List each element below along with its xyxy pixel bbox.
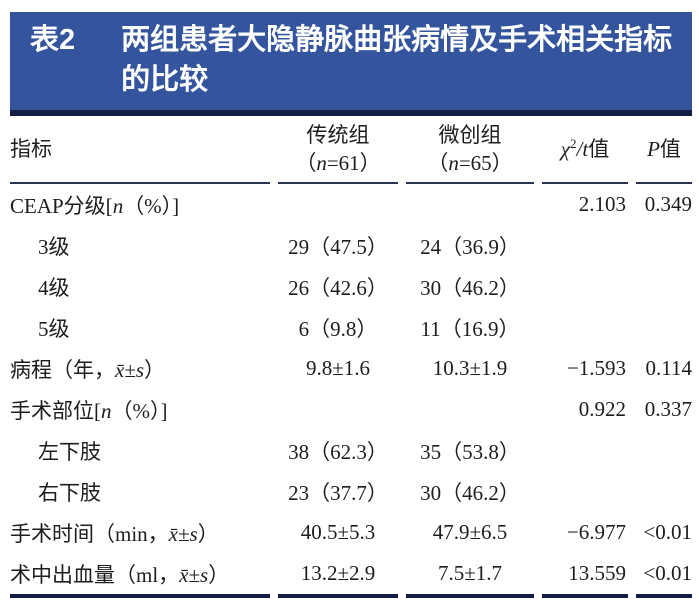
cell-traditional: 38（62.3）: [288, 439, 388, 464]
cell-statistic: [542, 307, 628, 348]
cell-statistic: [542, 430, 628, 471]
cell-statistic: [542, 225, 628, 266]
cell-traditional: 6（9.8）: [298, 316, 378, 341]
cell-minimally-invasive: 30（46.2）: [420, 275, 520, 300]
cell-p-value: 0.114: [645, 356, 692, 380]
cell-statistic: [542, 266, 628, 307]
table-caption-banner: 表2 两组患者大隐静脉曲张病情及手术相关指标 的比较: [10, 12, 692, 116]
col-header-p-value: P值: [636, 116, 692, 184]
row-label: 右下肢: [38, 480, 101, 505]
row-label: CEAP分级[n（%）]: [10, 193, 180, 218]
cell-statistic: 2.103: [578, 192, 626, 216]
cell-statistic: 13.559: [542, 553, 628, 598]
cell-minimally-invasive: 24（36.9）: [420, 234, 520, 259]
cell-traditional: 40.5±5.3: [300, 520, 376, 544]
comparison-table: 指标 传统组 （n=61） 微创组 （n=65） χ2/t值 P值 CE: [2, 116, 699, 598]
table-title-line1: 两组患者大隐静脉曲张病情及手术相关指标: [121, 24, 673, 56]
table-row-right-leg: 右下肢 23（37.7） 30（46.2）: [10, 471, 692, 512]
col-header-chi2-t-value: χ2/t值: [542, 116, 628, 184]
row-label: 手术时间（min，x̄±s）: [10, 521, 219, 546]
row-label: 5级: [38, 316, 70, 341]
cell-statistic: [542, 471, 628, 512]
cell-p-value: [636, 471, 692, 512]
cell-traditional: [278, 389, 398, 430]
table-row-ceap: CEAP分级[n（%）] 2.103 0.349: [10, 184, 692, 225]
cell-p-value: [636, 225, 692, 266]
cell-minimally-invasive: 7.5±1.7: [406, 553, 534, 598]
table-row-surgery-site: 手术部位[n（%）] 0.922 0.337: [10, 389, 692, 430]
row-label: 4级: [38, 275, 70, 300]
cell-traditional: [278, 184, 398, 225]
cell-traditional: 29（47.5）: [288, 234, 388, 259]
table-row-disease-duration: 病程（年，x̄±s） 9.8±1.6 10.3±1.9 −1.593 0.114: [10, 348, 692, 389]
col-header-indicator: 指标: [10, 116, 270, 184]
row-label: 左下肢: [38, 439, 101, 464]
cell-minimally-invasive: [406, 184, 534, 225]
row-label: 病程（年，x̄±s）: [10, 357, 166, 382]
cell-p-value: <0.01: [643, 520, 692, 544]
table-number: 表2: [30, 24, 76, 56]
table-row-grade4: 4级 26（42.6） 30（46.2）: [10, 266, 692, 307]
table-title-line2: 的比较: [121, 64, 209, 96]
table-title: 两组患者大隐静脉曲张病情及手术相关指标 的比较: [121, 20, 682, 100]
cell-minimally-invasive: 10.3±1.9: [432, 356, 508, 380]
col-header-traditional-group: 传统组 （n=61）: [278, 116, 398, 184]
cell-statistic: −6.977: [566, 520, 626, 544]
row-label: 手术部位[n（%）]: [10, 398, 168, 423]
table-row-grade3: 3级 29（47.5） 24（36.9）: [10, 225, 692, 266]
cell-p-value: [636, 266, 692, 307]
cell-traditional: 23（37.7）: [288, 480, 388, 505]
col-header-minimally-invasive-group: 微创组 （n=65）: [406, 116, 534, 184]
cell-traditional: 9.8±1.6: [305, 356, 371, 380]
cell-minimally-invasive: [406, 389, 534, 430]
cell-p-value: [636, 307, 692, 348]
table-row-surgery-time: 手术时间（min，x̄±s） 40.5±5.3 47.9±6.5 −6.977 …: [10, 512, 692, 553]
row-label: 3级: [38, 234, 70, 259]
cell-minimally-invasive: 30（46.2）: [420, 480, 520, 505]
cell-p-value: [636, 430, 692, 471]
row-label: 术中出血量（ml，x̄±s）: [10, 553, 270, 598]
cell-p-value: 0.349: [644, 192, 692, 216]
cell-statistic: −1.593: [566, 356, 626, 380]
cell-traditional: 13.2±2.9: [278, 553, 398, 598]
cell-p-value: 0.337: [644, 397, 692, 421]
header-row: 指标 传统组 （n=61） 微创组 （n=65） χ2/t值 P值: [10, 116, 692, 184]
cell-statistic: 0.922: [578, 397, 626, 421]
cell-traditional: 26（42.6）: [288, 275, 388, 300]
cell-p-value: <0.01: [636, 553, 692, 598]
cell-minimally-invasive: 11（16.9）: [420, 316, 520, 341]
cell-minimally-invasive: 47.9±6.5: [432, 520, 508, 544]
cell-minimally-invasive: 35（53.8）: [420, 439, 520, 464]
table-row-blood-loss: 术中出血量（ml，x̄±s） 13.2±2.9 7.5±1.7 13.559 <…: [10, 553, 692, 598]
table-row-left-leg: 左下肢 38（62.3） 35（53.8）: [10, 430, 692, 471]
table-row-grade5: 5级 6（9.8） 11（16.9）: [10, 307, 692, 348]
